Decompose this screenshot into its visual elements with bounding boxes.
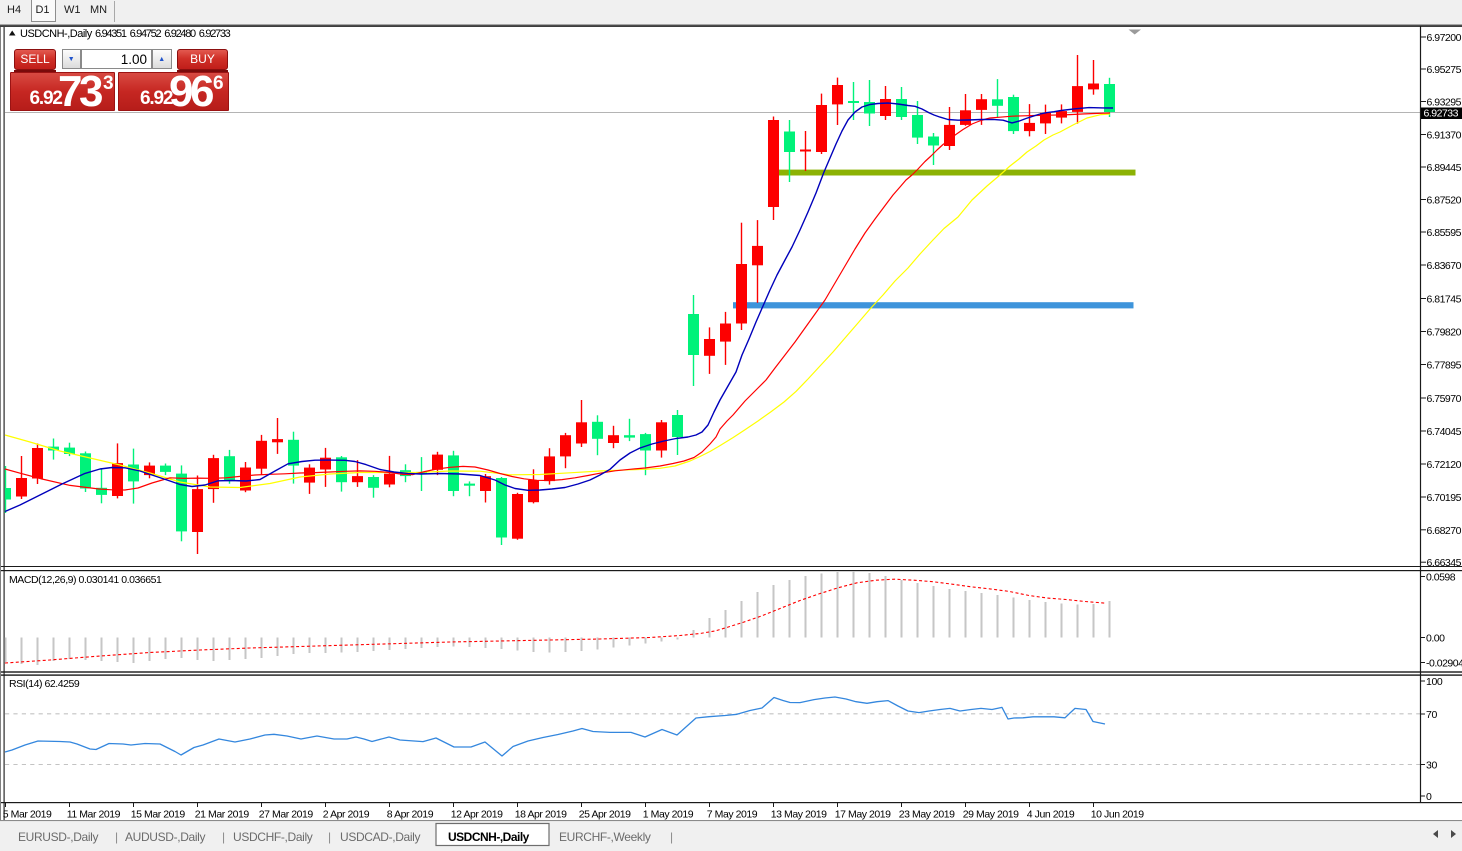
svg-text:6.94752: 6.94752 [130,28,162,40]
svg-text:6.92733: 6.92733 [1424,108,1459,120]
svg-text:6.93295: 6.93295 [1427,97,1462,109]
svg-text:100: 100 [1426,676,1443,688]
svg-text:18 Apr 2019: 18 Apr 2019 [515,809,567,821]
svg-text:12 Apr 2019: 12 Apr 2019 [451,809,503,821]
svg-text:10 Jun 2019: 10 Jun 2019 [1091,809,1144,821]
svg-text:AUDUSD-,Daily: AUDUSD-,Daily [125,830,205,844]
svg-text:25 Apr 2019: 25 Apr 2019 [579,809,631,821]
svg-text:6.75970: 6.75970 [1427,393,1462,405]
svg-text:MACD(12,26,9) 0.030141 0.03665: MACD(12,26,9) 0.030141 0.036651 [9,574,162,586]
svg-text:6.77895: 6.77895 [1427,360,1462,372]
svg-text:USDCNH-,Daily: USDCNH-,Daily [20,28,93,40]
svg-text:USDCHF-,Daily: USDCHF-,Daily [233,830,313,844]
svg-text:EURCHF-,Weekly: EURCHF-,Weekly [559,830,651,844]
svg-text:|: | [222,830,225,844]
svg-text:|: | [670,830,673,844]
svg-text:23 May 2019: 23 May 2019 [899,809,955,821]
svg-text:USDCAD-,Daily: USDCAD-,Daily [340,830,420,844]
svg-text:6.95275: 6.95275 [1427,64,1462,76]
svg-text:6.66345: 6.66345 [1427,557,1462,569]
svg-text:6.74045: 6.74045 [1427,426,1462,438]
svg-text:13 May 2019: 13 May 2019 [771,809,827,821]
svg-text:5 Mar 2019: 5 Mar 2019 [3,809,52,821]
svg-text:6.91370: 6.91370 [1427,130,1462,142]
svg-text:6.85595: 6.85595 [1427,227,1462,239]
svg-text:15 Mar 2019: 15 Mar 2019 [131,809,186,821]
svg-text:6.97200: 6.97200 [1427,32,1462,44]
svg-text:6.83670: 6.83670 [1427,260,1462,272]
svg-text:6.79820: 6.79820 [1427,327,1462,339]
svg-text:8 Apr 2019: 8 Apr 2019 [387,809,434,821]
svg-text:RSI(14) 62.4259: RSI(14) 62.4259 [9,678,80,690]
svg-text:70: 70 [1426,709,1437,721]
svg-text:7 May 2019: 7 May 2019 [707,809,758,821]
svg-text:EURUSD-,Daily: EURUSD-,Daily [18,830,98,844]
svg-text:17 May 2019: 17 May 2019 [835,809,891,821]
svg-text:6.94351: 6.94351 [95,28,127,40]
svg-text:0.0598: 0.0598 [1426,572,1456,584]
svg-text:4 Jun 2019: 4 Jun 2019 [1027,809,1075,821]
svg-text:0: 0 [1426,791,1432,803]
svg-text:6.87520: 6.87520 [1427,195,1462,207]
svg-text:30: 30 [1426,760,1437,772]
svg-text:6.92733: 6.92733 [199,28,231,40]
svg-text:0.00: 0.00 [1426,633,1445,645]
svg-text:6.81745: 6.81745 [1427,294,1462,306]
svg-text:|: | [328,830,331,844]
svg-text:|: | [115,830,118,844]
svg-text:6.70195: 6.70195 [1427,492,1462,504]
svg-text:27 Mar 2019: 27 Mar 2019 [259,809,314,821]
svg-text:6.89445: 6.89445 [1427,162,1462,174]
svg-text:6.68270: 6.68270 [1427,525,1462,537]
svg-text:21 Mar 2019: 21 Mar 2019 [195,809,250,821]
svg-text:2 Apr 2019: 2 Apr 2019 [323,809,370,821]
svg-text:1 May 2019: 1 May 2019 [643,809,694,821]
svg-text:-0.029049: -0.029049 [1426,658,1462,670]
svg-text:6.72120: 6.72120 [1427,459,1462,471]
svg-text:11 Mar 2019: 11 Mar 2019 [67,809,121,821]
svg-text:USDCNH-,Daily: USDCNH-,Daily [448,830,530,844]
svg-text:29 May 2019: 29 May 2019 [963,809,1019,821]
svg-text:6.92480: 6.92480 [164,28,196,40]
